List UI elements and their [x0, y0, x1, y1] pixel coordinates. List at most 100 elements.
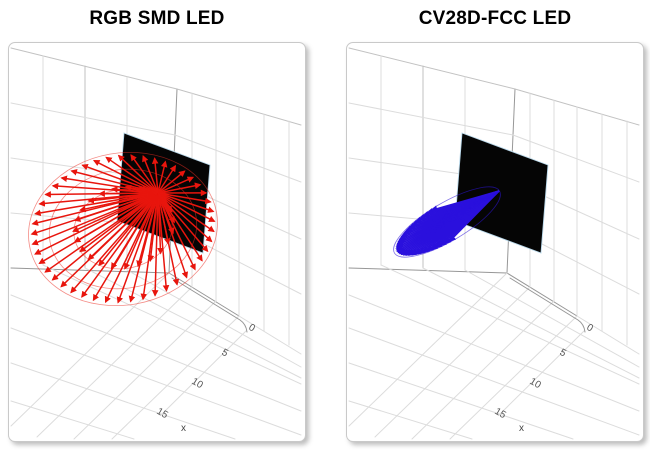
intensity-arrow [157, 192, 173, 213]
intensity-arrow [72, 192, 159, 233]
grid-line [73, 300, 217, 440]
grid-line [348, 362, 574, 440]
quiver3d-plot-cv28d-fcc: 0 5 10 15 x [348, 47, 640, 440]
intensity-arrow [87, 192, 159, 204]
grid-line [10, 327, 302, 436]
intensity-arrow [117, 154, 159, 194]
grid-line [348, 294, 640, 412]
grid-line [42, 264, 302, 385]
x-tick-label: 10 [528, 376, 544, 391]
panel-section-cv28d-fcc: CV28D-FCC LED 0 5 10 15 x [346, 6, 644, 442]
grid-line [348, 102, 514, 136]
intensity-arrow [157, 192, 203, 262]
led-emission-figure: RGB SMD LED 0 5 10 15 x CV28D-FCC LED 0 5 10 15… [8, 6, 644, 442]
x-tick-label: 0 [585, 322, 596, 335]
intensity-arrow [116, 192, 159, 304]
intensity-arrow [70, 192, 159, 294]
intensity-arrow [157, 182, 202, 194]
plot-frame-cv28d-fcc: 0 5 10 15 x [346, 42, 644, 442]
grid-line [348, 400, 473, 440]
x-axis-label: x [181, 423, 186, 434]
intensity-arrow [123, 192, 159, 270]
intensity-arrow [157, 192, 171, 246]
x-tick-label: 15 [155, 406, 171, 421]
axis-line [171, 277, 248, 333]
grid-line [380, 264, 640, 385]
grid-line [168, 272, 240, 317]
intensity-arrow [157, 192, 215, 213]
intensity-arrow [81, 192, 159, 298]
emission-arrows [395, 190, 500, 256]
quiver3d-plot-rgb-smd: 0 5 10 15 x [10, 47, 302, 440]
intensity-arrow [105, 156, 159, 194]
intensity-arrow [157, 170, 186, 194]
intensity-arrow [147, 192, 159, 263]
intensity-arrow [157, 164, 177, 194]
intensity-arrow [73, 192, 159, 222]
intensity-arrow [110, 192, 159, 270]
intensity-arrow [157, 192, 164, 255]
x-tick-label: 5 [220, 347, 231, 360]
x-tick-label: 15 [493, 406, 509, 421]
grid-line [10, 47, 178, 90]
grid-line [348, 272, 508, 427]
wireframe-grid [10, 47, 302, 440]
grid-line [10, 102, 176, 136]
x-axis-ticks: 0 5 10 15 x [493, 322, 596, 434]
intensity-arrow [87, 192, 159, 261]
x-axis-label: x [519, 423, 524, 434]
panel-title-cv28d-fcc: CV28D-FCC LED [418, 8, 572, 29]
grid-line [174, 134, 302, 183]
intensity-arrow [31, 192, 159, 246]
intensity-arrow [44, 192, 159, 273]
grid-line [449, 315, 578, 440]
intensity-arrow [157, 160, 168, 194]
intensity-arrow [157, 192, 215, 233]
grid-line [84, 267, 302, 379]
grid-line [160, 330, 247, 416]
grid-line [10, 362, 236, 440]
grid-line [36, 286, 193, 438]
grid-line [348, 47, 516, 90]
x-tick-label: 5 [558, 347, 569, 360]
intensity-arrow [92, 159, 159, 194]
intensity-arrow [157, 192, 216, 222]
plot-frame-rgb-smd: 0 5 10 15 x [8, 42, 306, 442]
led-panel-plane [454, 132, 549, 254]
x-axis-ticks: 0 5 10 15 x [155, 322, 258, 434]
intensity-arrow [34, 192, 159, 255]
intensity-arrow [73, 192, 159, 243]
grid-line [506, 272, 578, 317]
grid-line [498, 330, 585, 416]
intensity-arrow [136, 192, 159, 268]
grid-line [10, 294, 302, 412]
emission-arrows [30, 154, 216, 304]
intensity-arrow [98, 190, 159, 197]
grid-line [512, 134, 640, 183]
intensity-arrow [430, 190, 500, 213]
grid-line [348, 327, 640, 436]
intensity-arrow [157, 192, 196, 271]
grid-line [126, 269, 302, 368]
panel-section-rgb-smd: RGB SMD LED 0 5 10 15 x [8, 6, 306, 442]
intensity-arrow [151, 192, 159, 297]
grid-line [411, 300, 555, 440]
axis-line [509, 277, 586, 333]
intensity-arrow [34, 192, 159, 217]
grid-line [576, 315, 640, 355]
grid-line [374, 286, 531, 438]
intensity-arrow [142, 154, 159, 194]
intensity-arrow [130, 154, 159, 194]
intensity-arrow [111, 186, 159, 194]
wireframe-grid [348, 47, 640, 440]
intensity-arrow [79, 192, 159, 253]
intensity-arrow [157, 192, 212, 205]
intensity-arrow [51, 192, 159, 281]
grid-line [10, 400, 135, 440]
grid-line [10, 272, 170, 427]
grid-line [422, 267, 640, 379]
grid-line [238, 315, 302, 355]
x-tick-label: 0 [247, 322, 258, 335]
grid-line [464, 269, 640, 368]
panel-title-rgb-smd: RGB SMD LED [89, 8, 225, 29]
